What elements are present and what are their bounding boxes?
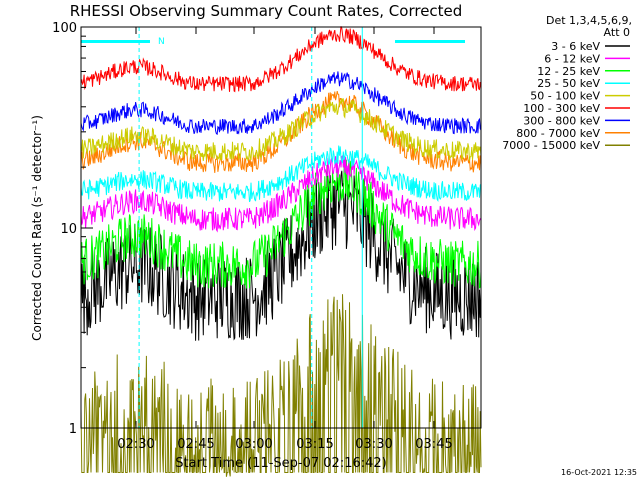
legend-label-5: 100 - 300 keV <box>523 102 600 115</box>
series-line-1 <box>80 154 482 233</box>
x-tick-label-3: 03:15 <box>296 437 333 452</box>
night-marker: N <box>158 37 165 47</box>
footer-date: 16-Oct-2021 12:35 <box>561 468 637 477</box>
legend-label-1: 6 - 12 keV <box>544 52 600 65</box>
series-line-6 <box>80 71 482 136</box>
x-tick-label-1: 02:45 <box>177 437 214 452</box>
x-tick-label-5: 03:45 <box>415 437 452 452</box>
series-line-8 <box>80 294 482 477</box>
legend-label-6: 300 - 800 keV <box>523 114 600 127</box>
y-tick-label-2: 100 <box>52 21 77 36</box>
legend-label-3: 25 - 50 keV <box>537 77 600 90</box>
legend-label-7: 800 - 7000 keV <box>516 127 600 140</box>
legend-header-line1: Det 1,3,4,5,6,9, <box>546 14 632 27</box>
series-line-2 <box>80 158 482 289</box>
x-axis-label: Start Time (11-Sep-07 02:16:42) <box>175 456 386 471</box>
y-tick-label-0: 1 <box>69 422 77 437</box>
x-tick-label-4: 03:30 <box>355 437 392 452</box>
legend-header-line2: Att 0 <box>604 26 630 39</box>
series-line-4 <box>80 98 482 162</box>
axis-layer: 02:30 02:45 03:00 03:15 03:30 03:45 1 10 100 <box>52 21 453 452</box>
x-tick-label-2: 03:00 <box>235 437 272 452</box>
y-axis-label: Corrected Count Rate (s⁻¹ detector⁻¹) <box>30 115 44 341</box>
legend-label-0: 3 - 6 keV <box>551 40 600 53</box>
y-tick-label-1: 10 <box>60 222 77 237</box>
series-layer <box>80 26 482 477</box>
series-line-3 <box>80 145 482 203</box>
x-tick-label-0: 02:30 <box>117 437 154 452</box>
overlay-layer: N <box>81 27 465 428</box>
series-line-5 <box>80 26 482 93</box>
legend-label-8: 7000 - 15000 keV <box>502 139 600 152</box>
chart-title: RHESSI Observing Summary Count Rates, Co… <box>70 2 463 20</box>
legend-label-4: 50 - 100 keV <box>530 90 600 103</box>
cyan-bar-1 <box>395 40 465 43</box>
cyan-bar-0 <box>81 40 150 43</box>
series-line-0 <box>80 164 482 341</box>
legend-label-2: 12 - 25 keV <box>537 65 600 78</box>
